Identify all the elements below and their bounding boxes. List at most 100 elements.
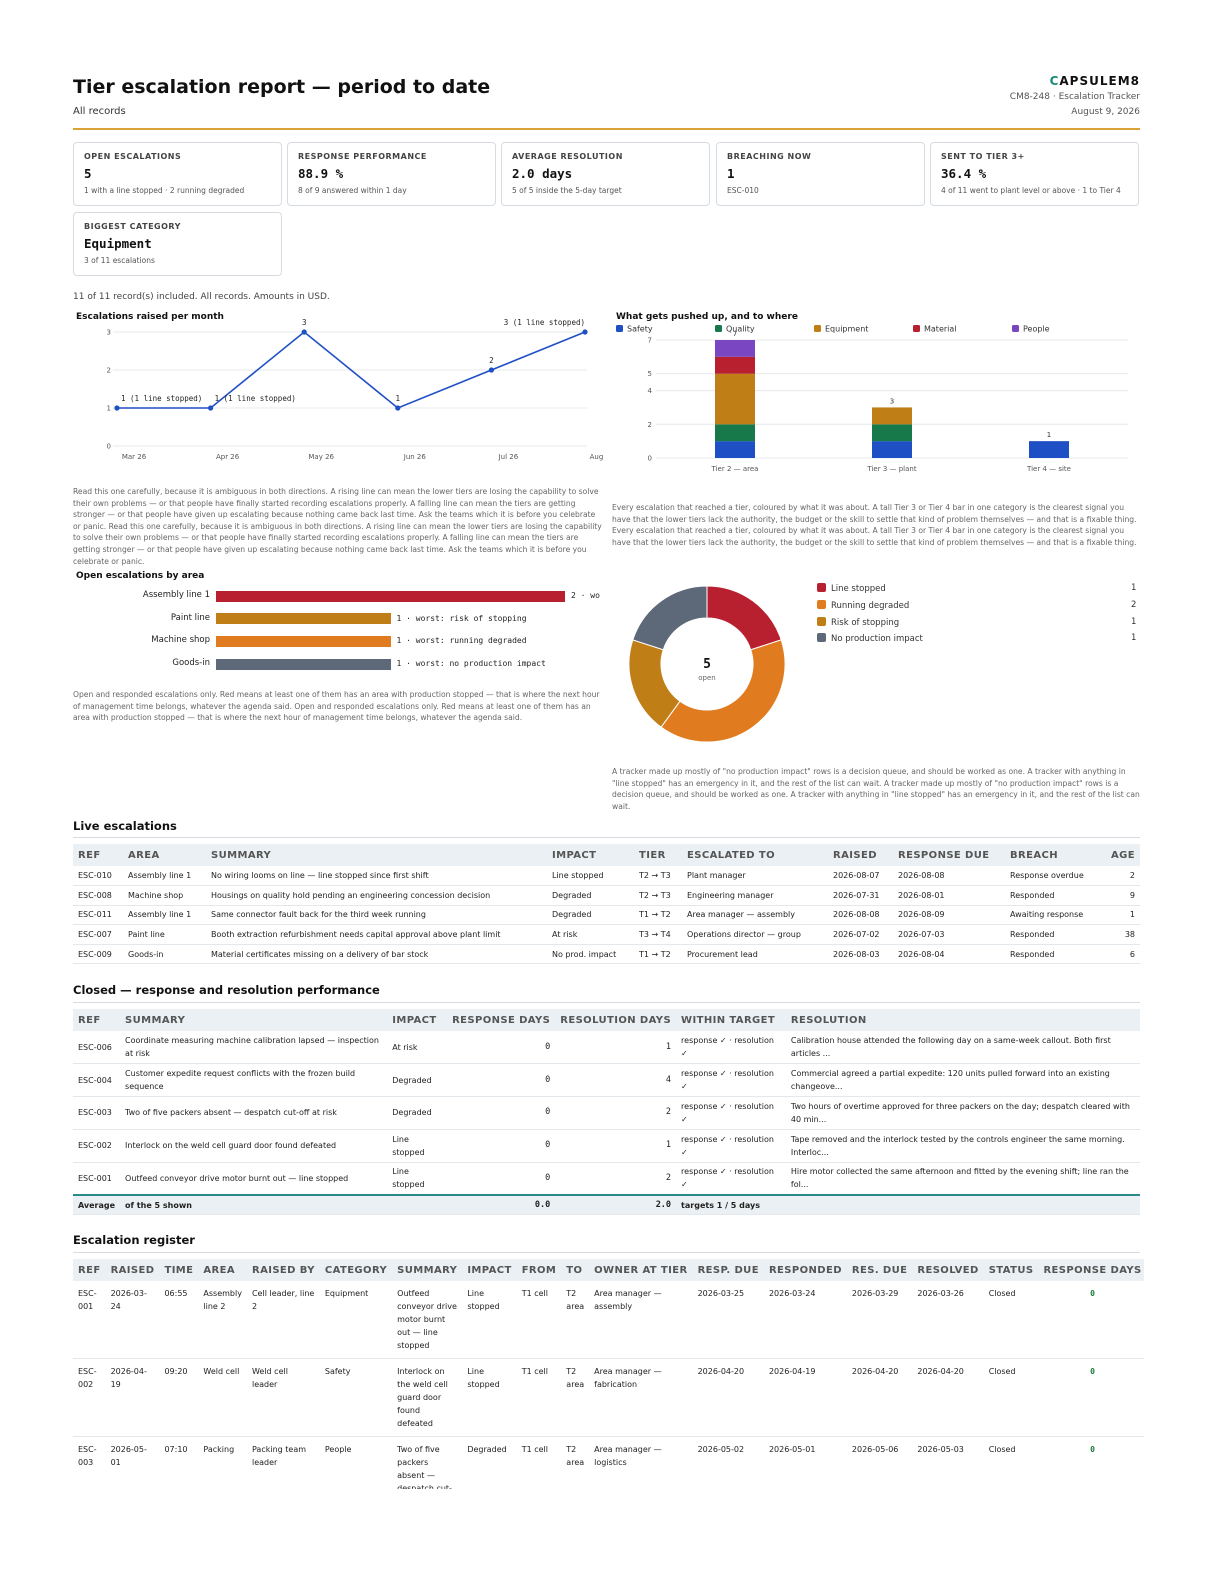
- table-cell: 2026-08-08: [893, 866, 1005, 887]
- table-cell: 2026-04-19: [105, 1358, 160, 1437]
- average-row: Average of the 5 shown 0.0 2.0 targets 1 / 5…: [73, 1193, 1140, 1216]
- column-header: FROM: [516, 1259, 562, 1281]
- area-label: Goods-in: [172, 658, 210, 669]
- table-cell: Outfeed conveyor drive motor burnt out —…: [392, 1281, 463, 1359]
- table-body: ESC-010 Assembly line 1 No wiring looms on…: [73, 866, 1140, 965]
- table-cell: Degraded: [387, 1096, 448, 1130]
- data-label: 2: [489, 356, 494, 365]
- legend-item: No production impact: [817, 633, 923, 644]
- table-cell: response ✓ · resolution ✓: [676, 1063, 786, 1098]
- column-header: SUMMARY: [120, 1009, 388, 1031]
- card-label: RESPONSE PERFORMANCE: [298, 152, 427, 161]
- table-cell: Plant manager: [682, 866, 828, 887]
- table-cell: ESC-007: [73, 924, 123, 945]
- table-cell: ESC-004: [73, 1063, 121, 1098]
- included-note: 11 of 11 record(s) included. All records…: [73, 292, 330, 302]
- legend-swatch: [913, 325, 920, 332]
- bar-segment: [715, 441, 755, 458]
- legend-swatch: [1012, 325, 1019, 332]
- column-header: REF: [73, 844, 123, 866]
- table-cell: Responded: [1005, 924, 1106, 945]
- card-value: 5: [84, 166, 92, 181]
- bar-chart-title: What gets pushed up, and to where: [616, 312, 798, 322]
- donut-slice: [660, 639, 786, 743]
- y-tick-label: 5: [648, 370, 652, 378]
- column-header: RESOLUTION DAYS: [555, 1009, 677, 1031]
- column-header: TIER: [634, 844, 682, 866]
- column-header: RESPONSE DUE: [893, 844, 1005, 866]
- table-cell: Area manager — assembly: [682, 905, 828, 926]
- average-cell: of the 5 shown: [120, 1193, 388, 1216]
- card-label: BIGGEST CATEGORY: [84, 222, 181, 231]
- legend-label: Safety: [627, 325, 653, 334]
- column-header: RESOLVED: [912, 1259, 984, 1281]
- bar-total-label: 7: [733, 330, 737, 338]
- legend-label: Risk of stopping: [831, 617, 900, 628]
- table-cell: 2026-05-06: [846, 1436, 913, 1489]
- table-cell: Closed: [983, 1358, 1039, 1437]
- data-point: [301, 329, 307, 335]
- card-value: 2.0 days: [512, 166, 573, 181]
- table-cell: 2026-08-04: [893, 944, 1005, 965]
- table-cell: 2026-03-24: [105, 1281, 160, 1359]
- legend-swatch: [817, 583, 826, 592]
- table-cell: Closed: [983, 1281, 1039, 1359]
- area-bar: [216, 590, 565, 602]
- table-cell: 2026-08-09: [893, 905, 1005, 926]
- legend-label: Quality: [726, 325, 755, 334]
- column-header: TIME: [159, 1259, 199, 1281]
- bar-segment: [872, 441, 912, 458]
- x-tick-label: Jun 26: [403, 453, 427, 461]
- x-tick-label: Jul 26: [498, 453, 519, 461]
- table-cell: 2026-07-31: [828, 885, 893, 906]
- table-row: ESC-008 Machine shop Housings on quality h…: [73, 885, 1140, 906]
- table-cell: Commercial agreed a partial expedite: 12…: [785, 1063, 1140, 1098]
- card-value: 1: [727, 166, 735, 181]
- register-wrapper: REF RAISED TIME AREA RAISED BY CATEGORY SUMMAR…: [73, 1259, 1144, 1489]
- data-point: [114, 405, 120, 411]
- table-cell: ESC-001: [73, 1162, 121, 1196]
- table-cell: 0: [447, 1129, 556, 1163]
- table-cell: 0: [447, 1063, 556, 1098]
- line-chart-title: Escalations raised per month: [76, 312, 224, 322]
- column-header: RESPONSE DAYS: [1038, 1259, 1144, 1281]
- table-cell: 38: [1106, 924, 1140, 945]
- y-tick-label: 2: [107, 367, 111, 375]
- legend-item: Running degraded: [817, 599, 910, 611]
- card-value: 36.4 %: [941, 166, 987, 181]
- closed-section-title: Closed — response and resolution perform…: [73, 983, 380, 997]
- bar-chart-caption: Every escalation that reached a tier, co…: [612, 503, 1137, 547]
- table-body: ESC-001 2026-03-24 06:55 Assembly line 2 Cel…: [73, 1281, 1144, 1489]
- table-cell: Paint line: [123, 924, 206, 945]
- table-cell: response ✓ · resolution ✓: [676, 1031, 786, 1065]
- line-chart-caption: Read this one carefully, because it is a…: [73, 487, 602, 566]
- data-point: [582, 329, 588, 335]
- average-cell: [387, 1193, 448, 1216]
- table-cell: ESC-003: [73, 1436, 106, 1489]
- kpi-card-breaching: BREACHING NOW 1 ESC-010: [716, 142, 925, 206]
- donut-caption: A tracker made up mostly of "no producti…: [612, 767, 1140, 811]
- legend-label: Running degraded: [831, 600, 910, 611]
- table-cell: At risk: [387, 1031, 448, 1065]
- table-cell: 07:10: [159, 1436, 199, 1489]
- table-cell: Responded: [1005, 885, 1106, 906]
- y-tick-label: 3: [107, 329, 111, 337]
- column-header: RESPONDED: [763, 1259, 847, 1281]
- card-note: 4 of 11 went to plant level or above · 1…: [941, 186, 1121, 195]
- series-line: [117, 330, 586, 409]
- data-point: [488, 367, 494, 373]
- table-cell: Safety: [319, 1358, 393, 1437]
- y-tick-label: 0: [648, 455, 652, 463]
- card-note: ESC-010: [727, 186, 759, 195]
- table-cell: 0: [447, 1096, 556, 1130]
- table-cell: Calibration house attended the following…: [785, 1031, 1140, 1065]
- table-cell: response ✓ · resolution ✓: [676, 1162, 786, 1196]
- table-cell: Interlock on the weld cell guard door fo…: [392, 1358, 463, 1437]
- table-cell: Response overdue: [1005, 866, 1106, 887]
- table-cell: ESC-002: [73, 1358, 106, 1437]
- data-point: [395, 405, 401, 411]
- average-cell: 2.0: [555, 1193, 677, 1216]
- data-label: 1: [396, 394, 401, 403]
- table-row: ESC-007 Paint line Booth extraction refurb…: [73, 924, 1140, 945]
- table-head: REF AREA SUMMARY IMPACT TIER ESCALATED TO RAIS…: [73, 844, 1140, 866]
